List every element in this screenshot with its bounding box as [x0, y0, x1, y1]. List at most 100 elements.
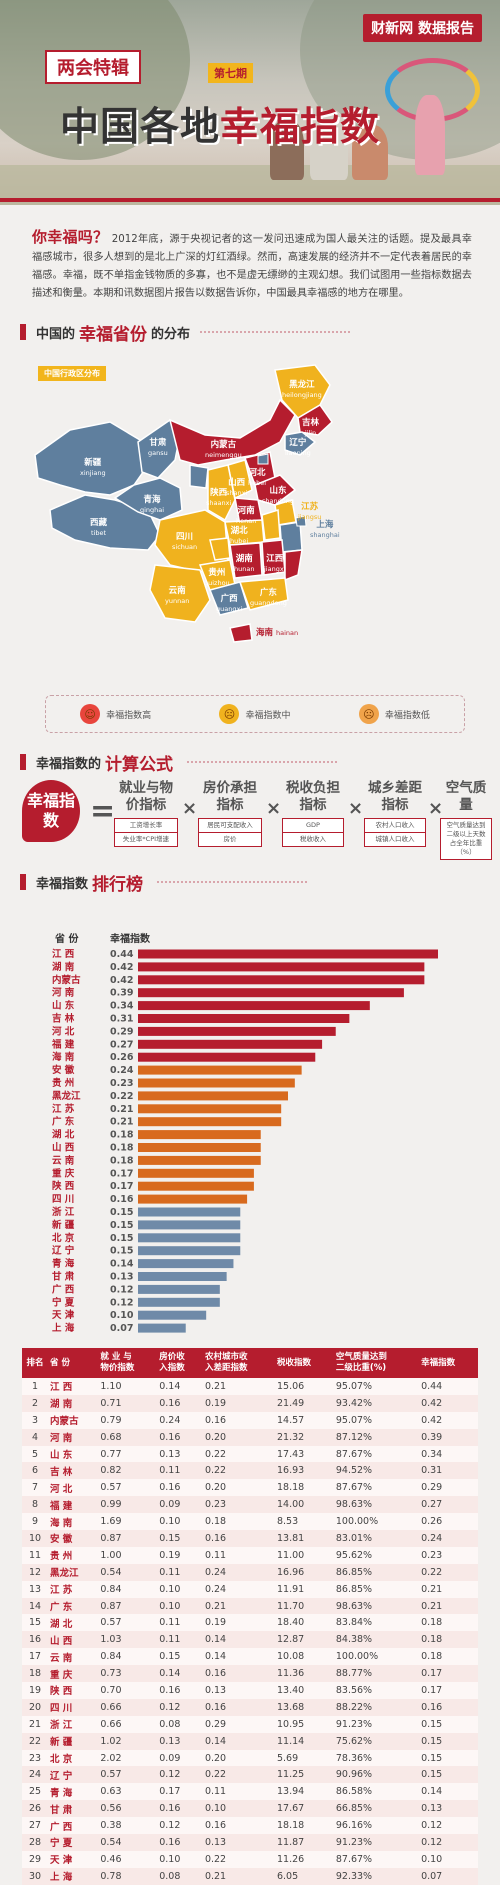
bar[interactable]: [138, 1130, 261, 1140]
value-cell: 66.85%: [333, 1800, 420, 1818]
bar[interactable]: [138, 1246, 241, 1256]
table-header-cell[interactable]: 空气质量达到 二级比重(%): [333, 1348, 420, 1378]
family-illustration: [415, 95, 445, 175]
bar[interactable]: [138, 1233, 241, 1243]
rank-cell: 3: [22, 1411, 48, 1429]
province-beijing[interactable]: [257, 453, 269, 465]
table-header-cell[interactable]: 房价收 入指数: [157, 1348, 203, 1378]
value-cell: 0.31: [419, 1462, 478, 1480]
value-cell: 0.57: [98, 1614, 158, 1632]
bar[interactable]: [138, 1284, 220, 1294]
bar[interactable]: [138, 1297, 220, 1307]
bar[interactable]: [138, 1181, 254, 1191]
table-header-cell[interactable]: 就 业 与物价指数: [98, 1348, 158, 1378]
map-label-jiangxi: 江西 jiangxi: [264, 554, 286, 573]
bar[interactable]: [138, 1052, 316, 1062]
formula-multiply: ×: [266, 798, 282, 819]
province-cell: 北 京: [48, 1749, 99, 1767]
map-label-shanghai: 上海 shanghai: [310, 520, 340, 539]
bar[interactable]: [138, 1039, 323, 1049]
bar[interactable]: [138, 1272, 227, 1281]
province-cell: 新 疆: [48, 1732, 99, 1750]
province-cell: 湖 南: [48, 1394, 99, 1412]
bar[interactable]: [138, 1220, 241, 1230]
value-cell: 0.15: [419, 1715, 478, 1733]
value-cell: 0.18: [202, 1513, 275, 1531]
province-yunnan[interactable]: [149, 564, 211, 623]
province-neimenggu[interactable]: [168, 398, 296, 466]
bar[interactable]: [138, 1143, 261, 1152]
bar[interactable]: [138, 1014, 350, 1023]
table-header-cell[interactable]: 排名: [22, 1348, 48, 1378]
value-cell: 1.69: [98, 1513, 158, 1531]
bar[interactable]: [138, 962, 425, 972]
table-header-cell[interactable]: 农村城市收 入差距指数: [202, 1348, 275, 1378]
map-label-tibet: 西藏 tibet: [90, 518, 108, 537]
value-cell: 17.67: [274, 1800, 334, 1818]
value-cell: 11.25: [274, 1766, 334, 1784]
value-cell: 13.81: [274, 1530, 334, 1547]
value-cell: 0.14: [419, 1783, 478, 1801]
province-qinghai[interactable]: [113, 477, 183, 521]
formula-equals: =: [90, 794, 116, 829]
bar[interactable]: [138, 1078, 295, 1088]
section-title-part: 中国的: [36, 326, 76, 342]
value-cell: 84.38%: [333, 1631, 420, 1649]
bar[interactable]: [138, 1168, 254, 1178]
bar[interactable]: [138, 949, 438, 959]
province-hunan[interactable]: [229, 542, 263, 579]
bar[interactable]: [138, 1065, 302, 1075]
table-row: 18 重 庆 0.73 0.14 0.16 11.36 88.77% 0.17: [22, 1665, 478, 1683]
bar[interactable]: [138, 988, 404, 998]
bar[interactable]: [138, 1155, 261, 1165]
province-anhui[interactable]: [261, 509, 281, 541]
bar-value-label: 0.21: [110, 1104, 133, 1115]
map-label-gansu: 甘肃 gansu: [148, 438, 168, 457]
value-cell: 0.18: [419, 1614, 478, 1632]
rank-cell: 25: [22, 1783, 48, 1801]
province-shaanxi[interactable]: [207, 464, 236, 522]
bar[interactable]: [138, 1207, 241, 1217]
bar[interactable]: [138, 1001, 370, 1011]
value-cell: 91.23%: [333, 1715, 420, 1733]
table-row: 29 天 津 0.46 0.10 0.22 11.26 87.67% 0.10: [22, 1850, 478, 1868]
bar[interactable]: [138, 1259, 234, 1269]
province-hainan[interactable]: [229, 623, 253, 643]
bar[interactable]: [138, 1026, 336, 1036]
province-cell: 广 东: [48, 1597, 99, 1615]
value-cell: 0.17: [419, 1682, 478, 1699]
bar-category-label: 青 海: [52, 1258, 75, 1270]
bar[interactable]: [138, 1091, 288, 1101]
bar[interactable]: [138, 1117, 282, 1127]
province-cell: 天 津: [48, 1850, 99, 1868]
ranking-bar-chart: 省 份 幸福指数 江 西 0.44 湖 南 0.42 内蒙古 0.42 河 南 0.39 山 东…: [51, 932, 438, 1334]
table-row: 15 湖 北 0.57 0.11 0.19 18.40 83.84% 0.18: [22, 1614, 478, 1632]
map-label-hainan: 海南 hainan: [256, 628, 299, 638]
bar[interactable]: [138, 975, 425, 985]
value-cell: 0.12: [157, 1766, 203, 1784]
province-jilin[interactable]: [297, 404, 333, 436]
province-ningxia[interactable]: [189, 464, 209, 489]
bar[interactable]: [138, 1194, 248, 1204]
bar[interactable]: [138, 1310, 207, 1320]
table-header-cell[interactable]: 幸福指数: [419, 1348, 478, 1378]
province-shanghai[interactable]: [295, 515, 307, 527]
province-cell: 江 西: [48, 1378, 99, 1395]
province-chongqing[interactable]: [209, 537, 231, 561]
family-illustration: [352, 125, 388, 180]
table-header-cell[interactable]: 税收指数: [274, 1348, 334, 1378]
bar[interactable]: [138, 1104, 282, 1114]
province-guangdong[interactable]: [238, 577, 289, 611]
formula-term-air: 空气质量 空气质量达到二级以上天数占全年比重（%）: [440, 780, 492, 860]
table-header-cell[interactable]: 省 份: [48, 1348, 99, 1378]
province-fujian[interactable]: [284, 549, 303, 582]
province-cell: 宁 夏: [48, 1834, 99, 1851]
province-guangxi[interactable]: [208, 581, 249, 616]
province-shandong[interactable]: [254, 474, 297, 506]
bar-value-label: 0.22: [110, 1091, 133, 1102]
publisher-logo[interactable]: 财新网 数据报告: [363, 14, 482, 42]
bar[interactable]: [138, 1323, 186, 1333]
province-liaoning[interactable]: [284, 431, 317, 456]
section-header-map: 中国的 幸福省份 的分布: [20, 322, 351, 345]
